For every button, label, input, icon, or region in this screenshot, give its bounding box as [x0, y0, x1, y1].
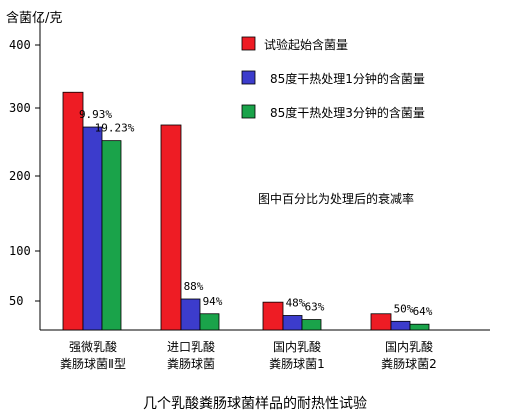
bar — [282, 315, 303, 331]
legend-swatch — [241, 104, 256, 119]
y-axis-label: 含菌亿/克 — [6, 10, 62, 26]
bar-data-label: 88% — [184, 280, 204, 293]
bar-data-label: 63% — [305, 301, 325, 314]
bar-data-label: 19.23% — [95, 122, 135, 135]
bar — [62, 91, 84, 331]
bar-data-label: 48% — [286, 297, 306, 310]
x-tick-label: 粪肠球菌 — [167, 357, 215, 371]
y-ticks: 50 100 200 300 400 — [9, 38, 40, 308]
bar — [390, 320, 411, 331]
bar — [301, 319, 322, 331]
bar-data-label: 50% — [394, 302, 414, 315]
legend: 试验起始含菌量 85度干热处理1分钟的含菌量 85度干热处理3分钟的含菌量 — [241, 36, 425, 120]
legend-swatch — [241, 36, 256, 51]
legend-label: 85度干热处理3分钟的含菌量 — [270, 105, 425, 120]
y-tick-label: 100 — [9, 244, 31, 258]
x-tick-label: 粪肠球菌1 — [269, 357, 325, 371]
y-tick-label: 200 — [9, 169, 31, 183]
legend-label: 85度干热处理1分钟的含菌量 — [270, 71, 425, 86]
legend-swatch — [241, 70, 256, 85]
x-tick-label: 进口乳酸 — [167, 339, 215, 354]
x-tick-label: 强微乳酸 — [69, 339, 117, 354]
x-tick-label: 粪肠球菌2 — [381, 357, 437, 371]
bar — [409, 323, 430, 331]
bars — [62, 91, 430, 331]
bar-labels: 9.93%19.23% 88% 94% 48% 63% 50% 64% — [79, 108, 433, 318]
x-tick-label: 国内乳酸 — [385, 339, 433, 354]
bar-data-label: 64% — [413, 305, 433, 318]
bar-data-label: 9.93% — [79, 108, 112, 121]
y-tick-label: 400 — [9, 38, 31, 52]
bar-data-label: 94% — [203, 295, 223, 308]
chart-title: 几个乳酸粪肠球菌样品的耐热性试验 — [143, 396, 367, 412]
bar — [370, 313, 392, 331]
bar — [160, 124, 182, 331]
bar — [180, 298, 201, 331]
x-tick-label: 国内乳酸 — [273, 339, 321, 354]
x-tick-label: 粪肠球菌Ⅱ型 — [60, 357, 126, 371]
y-tick-label: 300 — [9, 101, 31, 115]
bar — [199, 313, 220, 331]
bar — [262, 301, 284, 331]
chart-note: 图中百分比为处理后的衰减率 — [258, 191, 414, 206]
y-tick-label: 50 — [9, 294, 23, 308]
legend-label: 试验起始含菌量 — [264, 37, 348, 52]
bar — [101, 140, 122, 331]
bar — [82, 126, 103, 331]
